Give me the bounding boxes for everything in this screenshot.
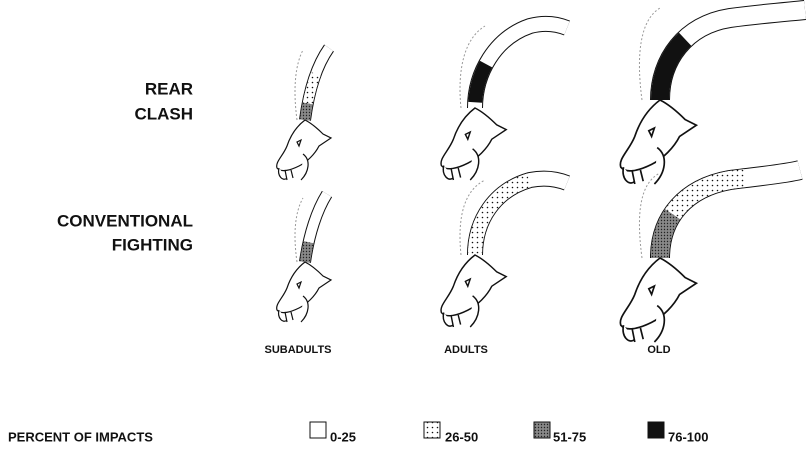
row-label: CLASH [134,104,193,123]
legend-swatch [424,422,440,438]
goat [620,170,800,342]
row-label: CONVENTIONAL [57,211,193,230]
legend-swatch [534,422,550,438]
goat [277,194,331,322]
column-label: SUBADULTS [264,344,331,356]
goat [441,179,567,327]
legend-label: 51-75 [553,429,586,444]
legend-label: 0-25 [330,429,356,444]
goat [620,8,805,184]
row-label: REAR [145,79,193,98]
column-label: ADULTS [444,344,488,356]
legend-title: PERCENT OF IMPACTS [8,429,153,444]
legend-label: 26-50 [445,429,478,444]
goat [441,24,567,180]
row-label: FIGHTING [112,235,193,254]
column-label: OLD [647,344,670,356]
legend-swatch [310,422,326,438]
goat [277,48,331,180]
figure: REAR CLASH CONVENTIONAL FIGHTING [0,0,809,449]
legend-swatch [648,422,664,438]
legend-label: 76-100 [668,429,708,444]
